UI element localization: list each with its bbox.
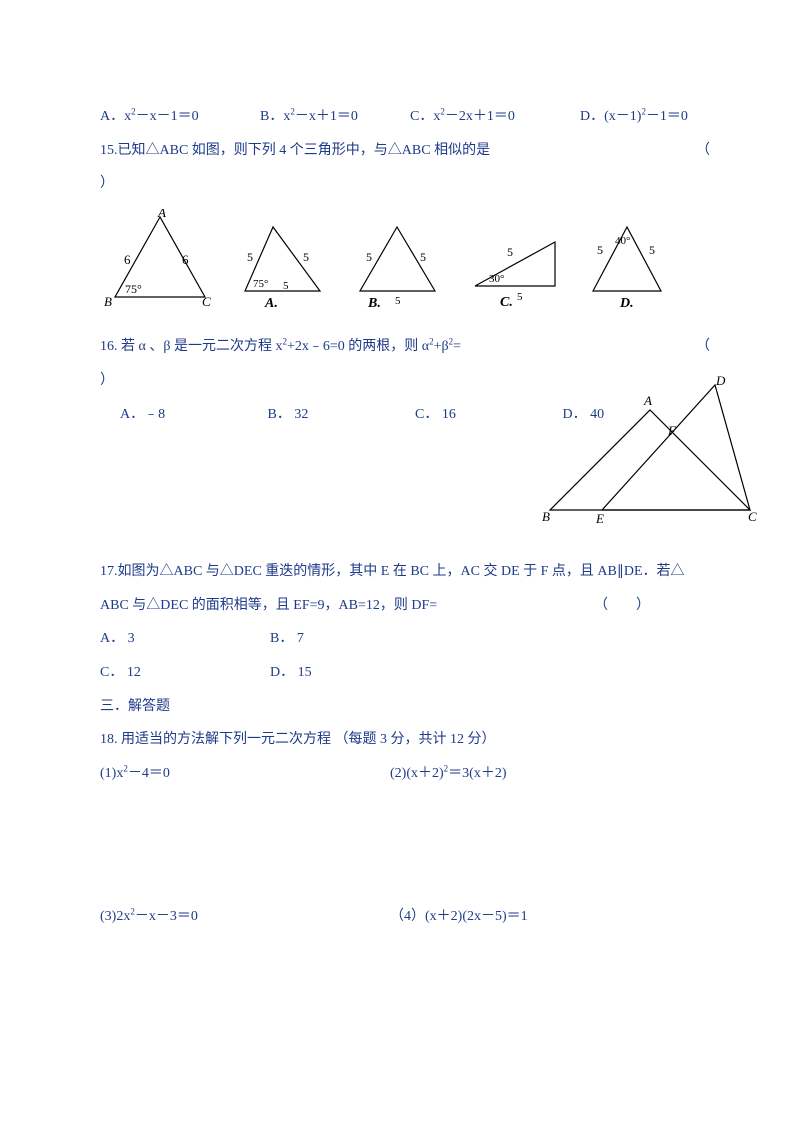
svg-text:C: C <box>748 509 757 524</box>
q14-optB: B．x2－x＋1＝0 <box>260 100 410 134</box>
svg-text:A: A <box>643 393 652 408</box>
svg-text:5: 5 <box>517 291 523 303</box>
q14-options: A．x2－x－1＝0 B．x2－x＋1＝0 C．x2－2x＋1＝0 D．(x－1… <box>100 100 710 134</box>
q15-text-row: 15.已知△ABC 如图，则下列 4 个三角形中，与△ABC 相似的是 （ <box>100 134 710 168</box>
svg-text:5: 5 <box>366 250 372 264</box>
q16-paren-open: （ <box>461 330 710 364</box>
q15-optA-triangle: 5 5 5 75° A. <box>235 219 330 323</box>
q14-optD: D．(x－1)2－1＝0 <box>580 100 688 134</box>
q16-row: 16. 若 α 、β 是一元二次方程 x2+2x﹣6=0 的两根，则 α2+β2… <box>100 330 710 364</box>
q15-text: 15.已知△ABC 如图，则下列 4 个三角形中，与△ABC 相似的是 <box>100 134 490 168</box>
q15-ref-triangle: A B C 6 6 75° <box>100 209 215 323</box>
svg-text:40°: 40° <box>615 235 630 247</box>
q17-optD: D． 15 <box>270 656 440 690</box>
svg-text:A.: A. <box>264 296 278 309</box>
svg-text:5: 5 <box>507 245 513 259</box>
svg-text:B.: B. <box>367 296 381 309</box>
q16-text: 16. 若 α 、β 是一元二次方程 x2+2x﹣6=0 的两根，则 α2+β2… <box>100 330 461 364</box>
q17-optC: C． 12 <box>100 656 270 690</box>
q15-optC-triangle: 5 5 30° C. <box>465 224 565 323</box>
q17-paren: （ ） <box>594 589 710 623</box>
q18-eq-row1: (1)x2－4＝0 (2)(x＋2)2＝3(x＋2) <box>100 757 710 791</box>
q18-text: 18. 用适当的方法解下列一元二次方程 （每题 3 分，共计 12 分） <box>100 723 710 757</box>
svg-text:E: E <box>595 511 604 525</box>
q18-eq3: (3)2x2－x－3＝0 <box>100 900 390 934</box>
svg-text:5: 5 <box>283 280 289 292</box>
svg-text:C.: C. <box>500 295 513 309</box>
svg-text:5: 5 <box>420 250 426 264</box>
svg-text:6: 6 <box>182 252 189 267</box>
q14-optA: A．x2－x－1＝0 <box>100 100 260 134</box>
svg-text:6: 6 <box>124 252 131 267</box>
svg-text:75°: 75° <box>253 278 268 290</box>
svg-text:5: 5 <box>649 243 655 257</box>
q18-eq-row2: (3)2x2－x－3＝0 （4）(x＋2)(2x－5)＝1 <box>100 900 710 934</box>
svg-text:5: 5 <box>395 295 401 307</box>
q17-line2-row: ABC 与△DEC 的面积相等，且 EF=9，AB=12，则 DF= （ ） <box>100 589 710 623</box>
q15-optD-triangle: 5 5 40° D. <box>585 219 670 323</box>
q15-paren-close: ） <box>100 167 710 201</box>
svg-text:D: D <box>715 375 726 388</box>
q16-optA: A．﹣8 <box>120 398 268 432</box>
svg-text:F: F <box>667 423 677 438</box>
q17-row1: A． 3 B． 7 <box>100 622 710 656</box>
svg-text:5: 5 <box>597 243 603 257</box>
svg-text:30°: 30° <box>489 273 504 285</box>
q17-optB: B． 7 <box>270 622 440 656</box>
svg-text:5: 5 <box>247 250 253 264</box>
svg-text:5: 5 <box>303 250 309 264</box>
q18-eq4: （4）(x＋2)(2x－5)＝1 <box>390 900 528 934</box>
q15-optB-triangle: 5 5 5 B. <box>350 219 445 323</box>
section3-heading: 三．解答题 <box>100 690 710 724</box>
q18-eq1: (1)x2－4＝0 <box>100 757 390 791</box>
q15-paren-open: （ <box>490 134 710 168</box>
q17-line2: ABC 与△DEC 的面积相等，且 EF=9，AB=12，则 DF= <box>100 589 437 623</box>
label-A: A <box>157 209 166 220</box>
svg-text:B: B <box>542 509 550 524</box>
q15-figures: A B C 6 6 75° 5 5 5 75° A. 5 5 5 B. <box>100 209 710 323</box>
q16-optB: B． 32 <box>268 398 416 432</box>
label-C: C <box>202 294 211 309</box>
q18-eq2: (2)(x＋2)2＝3(x＋2) <box>390 757 506 791</box>
q17-line1: 17.如图为△ABC 与△DEC 重迭的情形，其中 E 在 BC 上，AC 交 … <box>100 555 710 589</box>
q17-row2: C． 12 D． 15 <box>100 656 710 690</box>
q17-optA: A． 3 <box>100 622 270 656</box>
q17-figure: A B C D E F <box>540 375 760 539</box>
q14-optC: C．x2－2x＋1＝0 <box>410 100 580 134</box>
svg-text:D.: D. <box>619 296 634 309</box>
label-B: B <box>104 294 112 309</box>
svg-text:75°: 75° <box>125 282 142 296</box>
